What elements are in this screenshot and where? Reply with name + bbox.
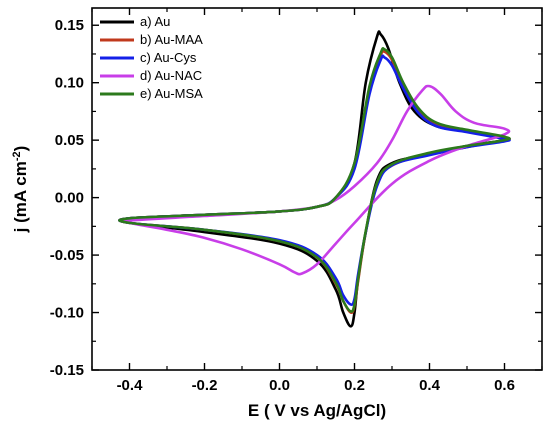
y-axis-label-superscript: -2 bbox=[11, 151, 23, 161]
series-layer bbox=[118, 30, 511, 328]
y-tick-label: 0.15 bbox=[55, 17, 84, 34]
y-tick-label: -0.05 bbox=[50, 247, 84, 264]
plot-area bbox=[118, 30, 511, 328]
x-tick-label: 0.4 bbox=[419, 377, 441, 394]
y-tick-label: 0.00 bbox=[55, 190, 84, 207]
y-axis-ticks: -0.15 -0.10 -0.05 0.00 0.05 0.10 0.15 bbox=[50, 17, 542, 379]
y-axis-label-main: j (mA cm bbox=[11, 161, 30, 233]
x-tick-label: 0.2 bbox=[344, 377, 365, 394]
x-tick-label: 0.6 bbox=[494, 377, 515, 394]
x-tick-label: -0.2 bbox=[192, 377, 218, 394]
x-axis-label-text: E ( V vs Ag/AgCl) bbox=[248, 401, 386, 420]
series-line-5 bbox=[118, 47, 511, 313]
x-axis-label: E ( V vs Ag/AgCl) bbox=[248, 401, 386, 420]
x-tick-label: -0.4 bbox=[117, 377, 144, 394]
y-tick-label: 0.10 bbox=[55, 75, 84, 92]
legend-label: c) Au-Cys bbox=[140, 50, 197, 65]
x-tick-label: 0.0 bbox=[269, 377, 290, 394]
y-axis-label: j (mA cm-2) bbox=[11, 146, 30, 234]
series-line-4 bbox=[120, 84, 511, 276]
y-tick-label: 0.05 bbox=[55, 132, 84, 149]
legend: a) Au b) Au-MAA c) Au-Cys d) Au-NAC e) Au-MS… bbox=[100, 14, 203, 101]
legend-label: a) Au bbox=[140, 14, 170, 29]
legend-label: b) Au-MAA bbox=[140, 32, 203, 47]
y-tick-label: -0.10 bbox=[50, 305, 84, 322]
y-tick-label: -0.15 bbox=[50, 362, 84, 379]
legend-label: e) Au-MSA bbox=[140, 86, 203, 101]
x-axis-ticks: -0.4 -0.2 0.0 0.2 0.4 0.6 bbox=[91, 8, 543, 394]
legend-label: d) Au-NAC bbox=[140, 68, 202, 83]
y-axis-label-close: ) bbox=[11, 146, 30, 152]
